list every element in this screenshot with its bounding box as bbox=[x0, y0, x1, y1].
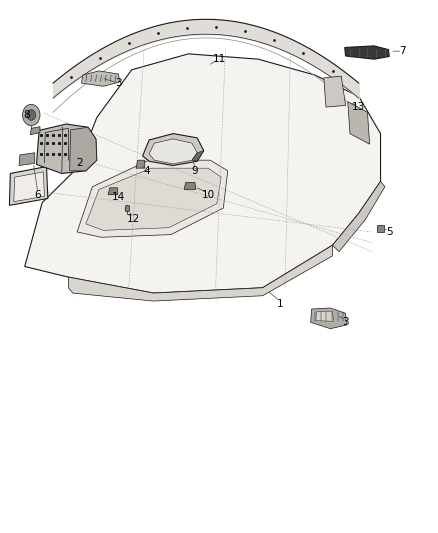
Text: 8: 8 bbox=[24, 110, 30, 120]
Text: 11: 11 bbox=[212, 54, 226, 64]
Polygon shape bbox=[10, 166, 48, 205]
Text: 6: 6 bbox=[35, 190, 41, 200]
Text: 14: 14 bbox=[112, 192, 125, 203]
Text: 2: 2 bbox=[76, 158, 83, 168]
Polygon shape bbox=[19, 153, 35, 165]
Circle shape bbox=[22, 104, 40, 126]
Text: 1: 1 bbox=[277, 298, 283, 309]
Text: 4: 4 bbox=[144, 166, 150, 176]
Text: 9: 9 bbox=[192, 166, 198, 176]
Polygon shape bbox=[332, 181, 385, 252]
Circle shape bbox=[27, 110, 35, 120]
Polygon shape bbox=[316, 311, 333, 321]
Polygon shape bbox=[143, 134, 204, 165]
Polygon shape bbox=[77, 160, 228, 237]
Polygon shape bbox=[86, 168, 221, 230]
Text: 13: 13 bbox=[352, 102, 365, 112]
Polygon shape bbox=[70, 127, 97, 171]
Polygon shape bbox=[14, 172, 44, 201]
Polygon shape bbox=[30, 127, 40, 135]
Polygon shape bbox=[345, 46, 389, 59]
Text: 10: 10 bbox=[201, 190, 215, 200]
Polygon shape bbox=[324, 76, 346, 107]
Text: 7: 7 bbox=[399, 46, 406, 56]
Polygon shape bbox=[136, 160, 145, 168]
Polygon shape bbox=[36, 124, 97, 173]
Text: 12: 12 bbox=[127, 214, 141, 224]
Polygon shape bbox=[25, 54, 381, 293]
Text: 5: 5 bbox=[386, 227, 392, 237]
Polygon shape bbox=[377, 225, 384, 232]
Text: 3: 3 bbox=[343, 317, 349, 327]
Polygon shape bbox=[149, 139, 197, 164]
Text: 3: 3 bbox=[115, 78, 122, 88]
Polygon shape bbox=[192, 151, 204, 161]
Polygon shape bbox=[311, 308, 346, 329]
Polygon shape bbox=[125, 205, 130, 212]
Polygon shape bbox=[81, 71, 120, 86]
Polygon shape bbox=[348, 102, 370, 144]
Polygon shape bbox=[108, 188, 118, 195]
Polygon shape bbox=[68, 245, 332, 301]
Polygon shape bbox=[184, 182, 196, 189]
